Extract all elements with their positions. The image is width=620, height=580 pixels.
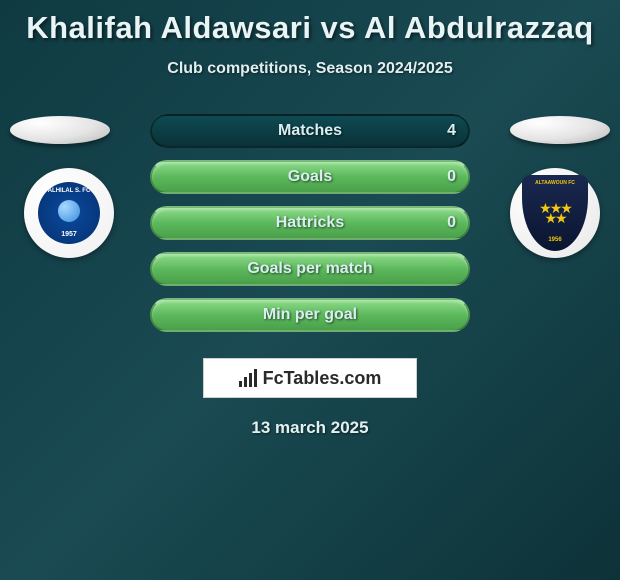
stat-row: Goals0 <box>150 160 470 194</box>
stat-label: Min per goal <box>150 298 470 332</box>
stat-value: 0 <box>447 160 456 194</box>
brand-box: FcTables.com <box>203 358 417 398</box>
stat-label: Hattricks <box>150 206 470 240</box>
badge-left-year: 1957 <box>61 231 77 238</box>
date-text: 13 march 2025 <box>0 418 620 438</box>
player-marker-left <box>10 116 110 144</box>
badge-left-text: ALHILAL S. FC <box>48 188 91 194</box>
badge-right-year: 1956 <box>548 237 561 243</box>
ball-icon <box>58 200 80 222</box>
page-title: Khalifah Aldawsari vs Al Abdulrazzaq <box>0 0 620 46</box>
badge-right-text: ALTAAWOUN FC <box>535 180 575 186</box>
club-badge-left: ALHILAL S. FC 1957 <box>24 168 114 258</box>
stat-value: 4 <box>447 114 456 148</box>
stars-icon: ★★★★★ <box>539 203 571 223</box>
stat-row: Min per goal <box>150 298 470 332</box>
stat-label: Goals <box>150 160 470 194</box>
player-marker-right <box>510 116 610 144</box>
stat-value: 0 <box>447 206 456 240</box>
stat-row: Goals per match <box>150 252 470 286</box>
stat-row: Matches4 <box>150 114 470 148</box>
bar-chart-icon <box>239 369 257 387</box>
stat-label: Matches <box>150 114 470 148</box>
stats-area: ALHILAL S. FC 1957 ALTAAWOUN FC ★★★★★ 19… <box>0 114 620 344</box>
subtitle: Club competitions, Season 2024/2025 <box>0 60 620 78</box>
stat-label: Goals per match <box>150 252 470 286</box>
brand-text: FcTables.com <box>263 368 382 389</box>
stat-row: Hattricks0 <box>150 206 470 240</box>
club-badge-right: ALTAAWOUN FC ★★★★★ 1956 <box>510 168 600 258</box>
